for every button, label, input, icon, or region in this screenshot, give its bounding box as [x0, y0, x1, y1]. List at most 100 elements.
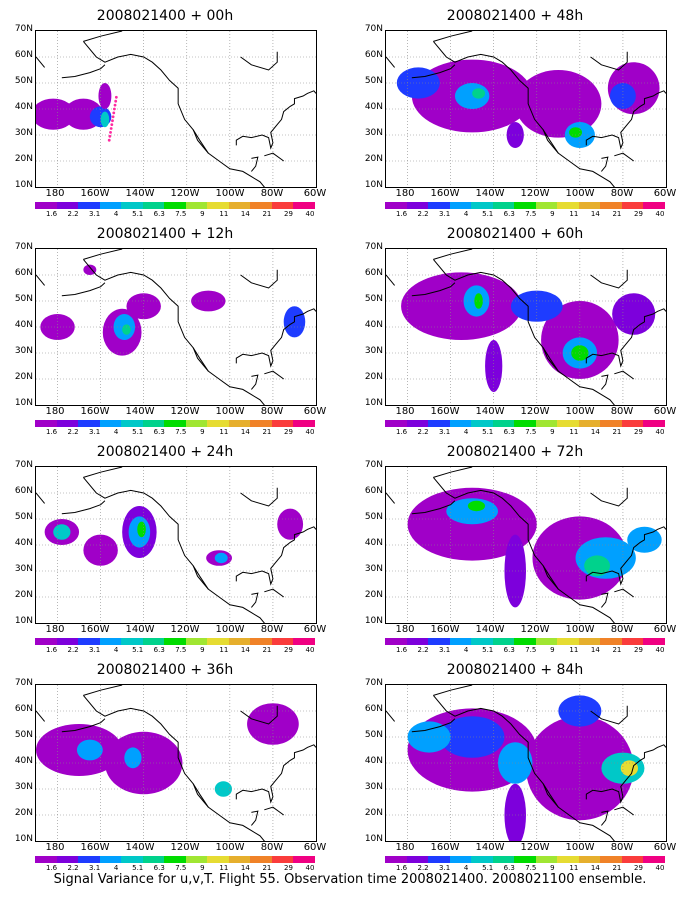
coastline: [432, 477, 615, 623]
colorbar-swatch: [578, 856, 601, 863]
latitude-label: 40N: [364, 538, 383, 548]
variance-contour-blob: [504, 783, 526, 841]
longitude-label: 140W: [475, 406, 505, 417]
colorbar-label: 40: [305, 428, 315, 436]
latitude-label: 40N: [14, 756, 33, 766]
variance-contour-blob: [191, 290, 226, 312]
colorbar-swatch: [578, 638, 601, 645]
longitude-label: 140W: [125, 842, 155, 853]
longitude-label: 180: [395, 188, 415, 199]
coastline: [386, 492, 396, 504]
variance-contour-blob: [100, 111, 110, 128]
colorbar-swatch: [535, 856, 558, 863]
colorbar-swatch: [78, 202, 100, 209]
panel-grid: 2008021400 + 00h 70N 60N 50N 40N 30N 20N 10N 180…: [14, 8, 677, 872]
coastline: [61, 718, 106, 733]
variance-contour-blob: [214, 552, 228, 564]
colorbar-label: 21: [262, 428, 272, 436]
colorbar-label: 40: [305, 864, 315, 872]
latitude-label: 60N: [14, 704, 33, 714]
colorbar-swatch: [621, 856, 644, 863]
colorbar-label: 7.5: [525, 646, 537, 654]
coastline: [82, 477, 265, 623]
panel-title: 2008021400 + 48h: [446, 8, 584, 24]
latitude-label: 10N: [364, 616, 383, 626]
colorbar-swatch: [228, 202, 251, 209]
colorbar-label: 11: [219, 210, 229, 218]
colorbar-swatch: [428, 420, 450, 427]
variance-map: [36, 685, 316, 841]
colorbar-label: 5.1: [132, 646, 144, 654]
colorbar-swatch: [185, 638, 208, 645]
map-frame: [35, 248, 317, 406]
latitude-label: 40N: [14, 320, 33, 330]
longitude-label: 80W: [260, 842, 284, 853]
longitude-label: 80W: [610, 188, 634, 199]
colorbar-label: 5.1: [132, 210, 144, 218]
coastline: [614, 152, 634, 162]
longitude-label: 80W: [610, 624, 634, 635]
colorbar-label: 5.1: [132, 428, 144, 436]
colorbar-label: 1.6: [395, 428, 408, 436]
colorbar-swatch: [621, 638, 644, 645]
colorbar-label: 14: [240, 428, 250, 436]
colorbar-swatch: [142, 638, 165, 645]
colorbar: [385, 202, 665, 209]
longitude-label: 60W: [653, 624, 677, 635]
variance-contour-blob: [98, 83, 112, 109]
coastline: [83, 249, 123, 260]
coastline: [83, 685, 123, 696]
longitude-label: 80W: [260, 406, 284, 417]
flight-track-point: [107, 138, 111, 142]
colorbar-label: 11: [219, 864, 229, 872]
latitude-label: 30N: [364, 564, 383, 574]
longitude-label: 60W: [303, 842, 327, 853]
colorbar-labels: 1.6 2.2 3.1 4 5.1 6.3 7.5 9 11 14 21 29 40: [35, 864, 315, 874]
variance-contour-blob: [214, 781, 232, 797]
longitude-label: 140W: [125, 624, 155, 635]
colorbar-label: 6.3: [153, 428, 165, 436]
coastline: [36, 56, 46, 68]
colorbar-label: 3.1: [439, 428, 451, 436]
coastline: [36, 710, 46, 722]
colorbar-swatch: [164, 638, 186, 645]
longitude-label: 140W: [475, 188, 505, 199]
colorbar-label: 4: [113, 210, 119, 218]
colorbar-swatch: [406, 856, 429, 863]
colorbar-swatch: [535, 420, 558, 427]
latitude-label: 10N: [364, 180, 383, 190]
coastline: [61, 282, 106, 297]
colorbar-swatch: [385, 856, 407, 863]
colorbar-label: 40: [655, 864, 665, 872]
colorbar-swatch: [207, 638, 229, 645]
colorbar-label: 4: [113, 646, 119, 654]
longitude-label: 60W: [653, 406, 677, 417]
latitude-label: 70N: [14, 242, 33, 252]
variance-contour-blob: [401, 272, 522, 340]
colorbar-swatch: [164, 420, 186, 427]
colorbar-label: 29: [283, 428, 293, 436]
latitude-label: 40N: [14, 102, 33, 112]
latitude-label: 30N: [364, 346, 383, 356]
colorbar-swatch: [99, 856, 122, 863]
map-frame: [385, 466, 667, 624]
colorbar-label: 5.1: [482, 210, 494, 218]
colorbar-label: 14: [590, 428, 600, 436]
colorbar-swatch: [385, 420, 407, 427]
latitude-label: 60N: [364, 486, 383, 496]
colorbar-label: 11: [569, 646, 579, 654]
colorbar-label: 3.1: [439, 210, 451, 218]
colorbar-swatch: [385, 638, 407, 645]
longitude-label: 160W: [80, 624, 110, 635]
colorbar-swatch: [271, 202, 294, 209]
colorbar-label: 14: [240, 864, 250, 872]
coastline: [614, 806, 634, 816]
longitude-label: 60W: [303, 406, 327, 417]
colorbar-label: 29: [633, 864, 643, 872]
colorbar-label: 14: [240, 210, 250, 218]
coastline: [36, 492, 46, 504]
colorbar-label: 4: [113, 864, 119, 872]
colorbar-swatch: [250, 420, 272, 427]
colorbar-label: 21: [612, 428, 622, 436]
colorbar-swatch: [121, 856, 143, 863]
